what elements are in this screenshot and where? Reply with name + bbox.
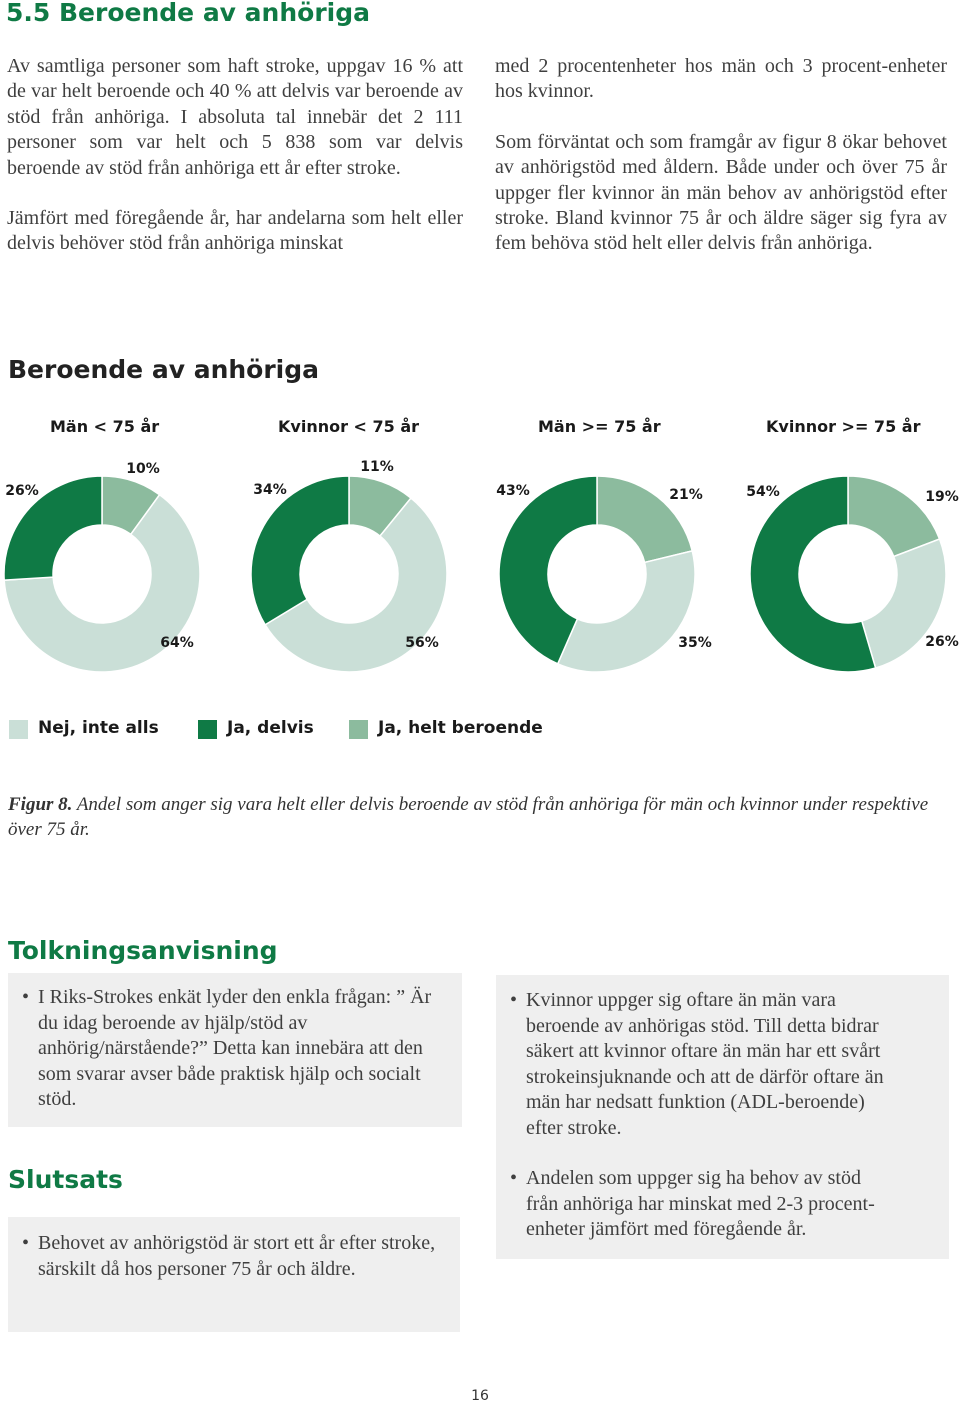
percent-label-delvis: 34%: [253, 482, 287, 498]
percent-label-delvis: 43%: [496, 483, 530, 499]
legend-swatch: [198, 720, 217, 739]
donut-segment-nej: [3, 493, 201, 673]
panel-title: Kvinnor >= 75 år: [766, 417, 921, 436]
percent-label-nej: 56%: [405, 635, 439, 651]
paragraph: Jämfört med föregående år, har andelarna…: [7, 207, 463, 255]
section-title: 5.5 Beroende av anhöriga: [6, 0, 370, 27]
paragraph: Som förväntat och som framgår av figur 8…: [495, 130, 947, 255]
donut-segment-nej: [860, 538, 947, 669]
donut-charts: Män < 75 år 64% 26% 10% Kvinnor < 75 år 56% 34…: [3, 417, 959, 673]
donut-segment-delvis: [498, 475, 598, 665]
conclusion-box: • Behovet av anhörigstöd är stort ett år …: [8, 1217, 460, 1332]
caption-text: Andel som anger sig vara helt eller delv…: [8, 794, 929, 840]
list-item: • Kvinnor uppger sig oftare än män vara b…: [496, 988, 891, 1141]
list-item: • I Riks-Strokes enkät lyder den enkla fr…: [8, 985, 444, 1113]
caption-label: Figur 8.: [8, 794, 73, 815]
list-item: • Behovet av anhörigstöd är stort ett år …: [8, 1231, 436, 1282]
interpretation-box-right: • Kvinnor uppger sig oftare än män vara b…: [496, 975, 949, 1259]
paragraph: Av samtliga personer som haft stroke, up…: [7, 55, 463, 179]
legend-label: Nej, inte alls: [38, 718, 159, 738]
conclusion-title: Slutsats: [8, 1165, 123, 1194]
list-item-text: Andelen som uppger sig ha behov av stöd …: [526, 1167, 875, 1240]
bullet: •: [510, 989, 518, 1011]
chart-title: Beroende av anhöriga: [8, 355, 319, 384]
percent-label-helt: 10%: [126, 461, 160, 477]
bullet: •: [510, 1167, 518, 1189]
legend-swatch: [349, 720, 368, 739]
text-column-right: med 2 procentenheter hos män och 3 proce…: [495, 54, 947, 282]
bullet: •: [22, 1232, 30, 1254]
percent-label-delvis: 54%: [746, 484, 780, 500]
legend-label: Ja, helt beroende: [378, 718, 543, 738]
list-item-text: Kvinnor uppger sig oftare än män vara be…: [526, 989, 884, 1139]
percent-label-helt: 21%: [669, 487, 703, 503]
paragraph: med 2 procentenheter hos män och 3 proce…: [495, 55, 947, 103]
donut-segment-delvis: [250, 475, 350, 626]
donut-segment-delvis: [3, 475, 103, 581]
interpretation-title: Tolkningsanvisning: [8, 936, 278, 965]
donut-segment-nej: [556, 549, 696, 673]
percent-label-nej: 26%: [925, 634, 959, 650]
interpretation-box: • I Riks-Strokes enkät lyder den enkla fr…: [8, 973, 462, 1127]
donut-segment-delvis: [749, 475, 877, 673]
legend-swatch: [9, 720, 28, 739]
bullet: •: [22, 986, 30, 1008]
panel-title: Män >= 75 år: [538, 417, 661, 436]
percent-label-helt: 11%: [360, 459, 394, 475]
percent-label-delvis: 26%: [5, 483, 39, 499]
list-item-text: I Riks-Strokes enkät lyder den enkla frå…: [38, 986, 432, 1110]
donut-segment-nej: [264, 497, 448, 673]
percent-label-nej: 64%: [160, 635, 194, 651]
percent-label-helt: 19%: [925, 489, 959, 505]
percent-label-nej: 35%: [678, 635, 712, 651]
panel-title: Kvinnor < 75 år: [278, 417, 419, 436]
list-item: • Andelen som uppger sig ha behov av stöd…: [496, 1166, 891, 1243]
list-item-text: Behovet av anhörigstöd är stort ett år e…: [38, 1232, 436, 1280]
figure-caption: Figur 8. Andel som anger sig vara helt e…: [8, 792, 953, 842]
panel-title: Män < 75 år: [50, 417, 159, 436]
page-number: 16: [471, 1388, 489, 1404]
text-column-left: Av samtliga personer som haft stroke, up…: [7, 54, 463, 282]
legend-label: Ja, delvis: [227, 718, 314, 738]
